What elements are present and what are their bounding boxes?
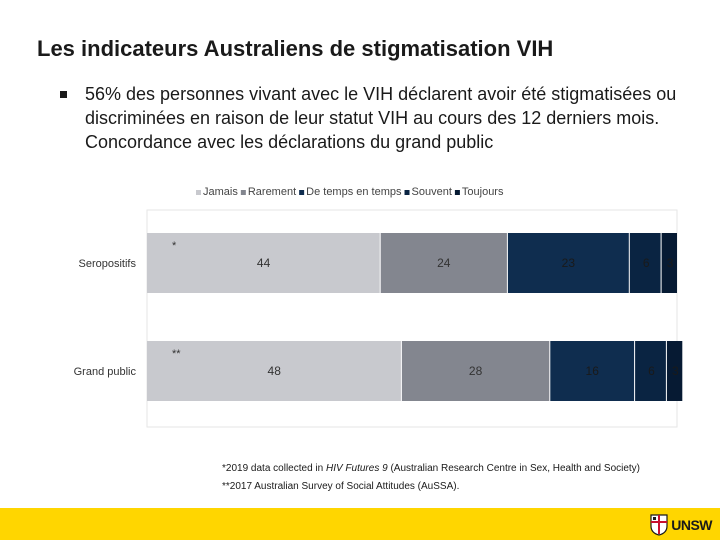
- legend-swatch-3: [404, 190, 410, 195]
- bar-segment-0-1: [380, 233, 508, 293]
- data-label-1-4: 3: [672, 364, 679, 378]
- data-label-0-1: 24: [437, 256, 451, 270]
- footnote-1-italic: HIV Futures 9: [325, 463, 388, 474]
- legend-label-3: Souvent: [412, 186, 452, 198]
- footnote-2: **2017 Australian Survey of Social Attit…: [222, 481, 460, 492]
- data-label-1-3: 6: [648, 364, 655, 378]
- bar-segment-0-4: [661, 233, 677, 293]
- category-marker-0: *: [172, 240, 177, 252]
- legend-label-1: Rarement: [248, 186, 296, 198]
- bar-segment-1-2: [549, 341, 635, 401]
- logo-text: UNSW: [671, 517, 712, 533]
- data-label-0-4: 3: [667, 256, 674, 270]
- legend-swatch-2: [299, 190, 305, 195]
- category-marker-1: **: [172, 348, 181, 360]
- bar-segment-0-2: [507, 233, 630, 293]
- bar-segment-1-4: [666, 341, 683, 401]
- legend-swatch-1: [240, 190, 246, 195]
- bar-segment-1-3: [634, 341, 667, 401]
- bullet-text: 56% des personnes vivant avec le VIH déc…: [85, 84, 677, 152]
- crest-icon: [650, 514, 668, 536]
- footnotes: *2019 data collected in HIV Futures 9 (A…: [222, 460, 640, 496]
- data-label-1-2: 16: [586, 364, 600, 378]
- stacked-bar-chart: Jamais Rarement De temps en temps Souvent To…: [74, 186, 683, 428]
- legend-swatch-4: [454, 190, 460, 195]
- bar-segment-1-1: [401, 341, 550, 401]
- legend-swatch-0: [196, 190, 201, 195]
- data-label-1-0: 48: [268, 364, 282, 378]
- data-label-0-0: 44: [257, 256, 271, 270]
- legend-label-2: De temps en temps: [306, 186, 402, 198]
- plot-area: [146, 209, 678, 428]
- data-label-1-1: 28: [469, 364, 483, 378]
- footer-bar: UNSW: [0, 508, 720, 540]
- bar-segment-1-0: [147, 341, 402, 401]
- bullet-square-icon: [60, 91, 67, 98]
- category-label-1: Grand public: [74, 366, 137, 378]
- unsw-logo: UNSW: [650, 512, 712, 538]
- slide-title: Les indicateurs Australiens de stigmatis…: [37, 36, 554, 61]
- legend-label-0: Jamais: [203, 186, 238, 198]
- data-label-0-2: 23: [562, 256, 576, 270]
- category-label-0: Seropositifs: [79, 258, 137, 270]
- footnote-1: *2019 data collected in HIV Futures 9 (A…: [222, 463, 641, 474]
- bar-segment-0-0: [147, 233, 381, 293]
- bar-segment-0-3: [629, 233, 662, 293]
- legend-label-4: Toujours: [462, 186, 504, 198]
- data-label-0-3: 6: [643, 256, 650, 270]
